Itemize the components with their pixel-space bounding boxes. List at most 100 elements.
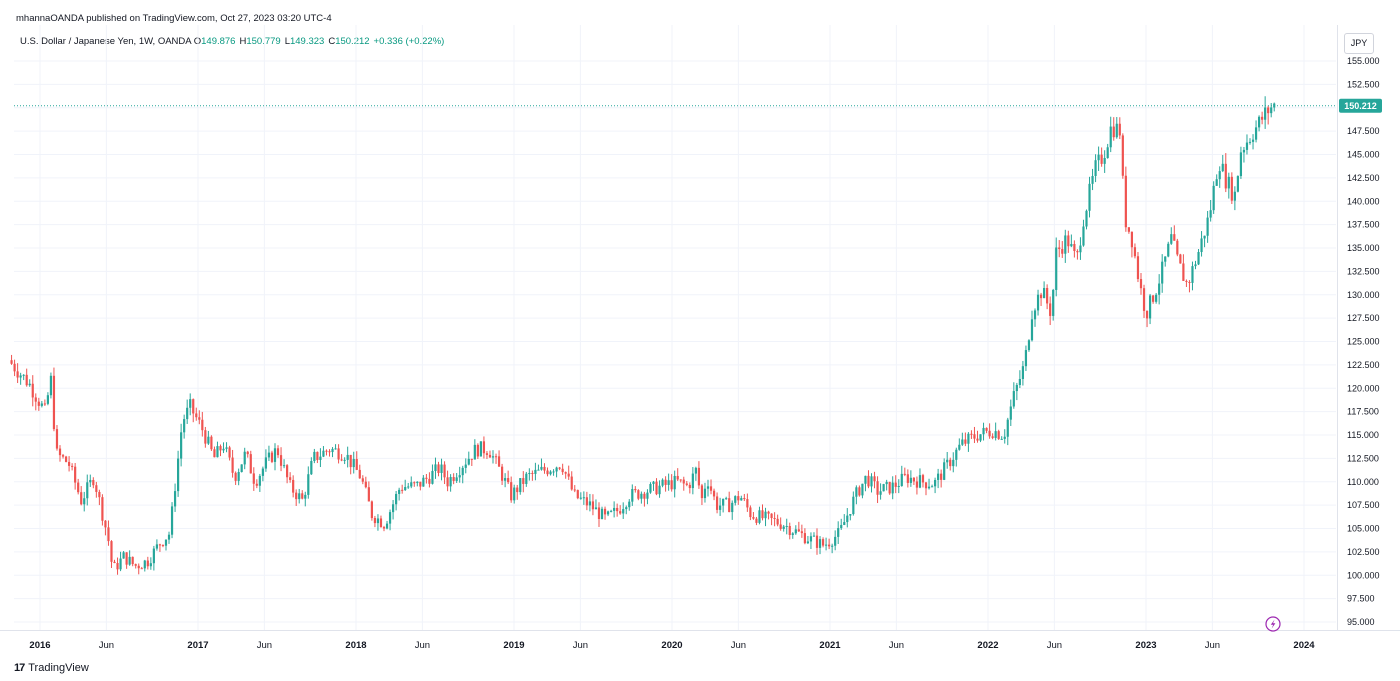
candle — [237, 468, 240, 486]
candle-body — [458, 475, 461, 478]
candle-body — [1200, 238, 1203, 253]
candle — [1212, 181, 1215, 214]
candle-body — [909, 477, 912, 483]
candle-body — [376, 518, 380, 524]
candle — [1061, 241, 1064, 258]
y-tick-label: 127.500 — [1347, 313, 1380, 323]
candle — [307, 466, 310, 499]
candle — [1112, 117, 1115, 141]
candle-body — [443, 464, 446, 478]
candle-body — [325, 450, 328, 452]
candle — [161, 544, 165, 548]
candle-body — [879, 491, 882, 495]
candle — [703, 482, 707, 503]
candle-body — [1142, 288, 1146, 311]
candle-body — [52, 375, 56, 430]
candle — [540, 458, 543, 471]
candle — [210, 435, 213, 451]
candle-body — [852, 496, 855, 515]
candle — [685, 481, 688, 487]
candle-body — [249, 454, 252, 474]
candle-body — [1148, 295, 1152, 319]
candle-body — [234, 472, 237, 481]
candle-body — [1261, 116, 1264, 120]
candle-body — [1115, 123, 1118, 138]
candle — [852, 491, 855, 516]
candle — [455, 472, 458, 483]
lightning-icon[interactable] — [1265, 616, 1281, 632]
candle — [1233, 186, 1236, 211]
low-value: 149.323 — [289, 36, 325, 47]
candle-body — [637, 490, 640, 499]
candle-body — [949, 459, 952, 467]
candle-body — [1088, 183, 1091, 211]
tradingview-brand[interactable]: 17 TradingView — [14, 662, 89, 674]
candle-body — [546, 470, 549, 475]
candle-body — [1118, 123, 1121, 136]
candle — [464, 458, 467, 474]
candle — [40, 400, 43, 408]
candle-body — [98, 491, 101, 498]
candle — [1055, 237, 1058, 297]
candle-body — [1012, 391, 1015, 407]
candle — [479, 441, 482, 457]
candle-body — [1167, 243, 1170, 257]
candle-body — [491, 456, 495, 458]
high-label: H — [239, 36, 247, 47]
candle-body — [779, 524, 782, 529]
candle-body — [885, 481, 888, 485]
candle — [861, 483, 864, 499]
candle-body — [776, 518, 779, 525]
candle — [104, 520, 107, 536]
candle-body — [873, 476, 876, 482]
candle-body — [119, 558, 122, 570]
candle — [364, 476, 367, 489]
candle — [192, 398, 195, 423]
candle — [943, 458, 946, 481]
candle-body — [791, 533, 794, 536]
candle-body — [1236, 176, 1239, 192]
candle-body — [849, 514, 852, 516]
candle — [1094, 154, 1097, 183]
candle-body — [1176, 240, 1179, 255]
candle-body — [531, 472, 534, 474]
candle-body — [304, 494, 307, 499]
candle — [1251, 134, 1255, 150]
symbol-label[interactable]: U.S. Dollar / Japanese Yen, 1W, OANDA — [20, 36, 192, 47]
candle — [1227, 172, 1230, 199]
candle — [98, 489, 101, 506]
candle-body — [1067, 235, 1070, 247]
candle — [385, 520, 389, 530]
candle-body — [349, 454, 352, 468]
candle — [828, 538, 831, 550]
candle-body — [976, 438, 979, 441]
candle — [740, 495, 743, 501]
candle — [173, 483, 177, 512]
candle-body — [915, 481, 919, 488]
candle-body — [767, 511, 770, 514]
currency-badge[interactable]: JPY — [1344, 33, 1374, 54]
candle — [301, 490, 304, 500]
candle-body — [1076, 250, 1079, 253]
candle — [906, 469, 909, 488]
candle — [482, 436, 486, 459]
candle-body — [679, 479, 682, 481]
candle — [183, 414, 186, 439]
candle-body — [703, 488, 707, 499]
candle — [767, 510, 770, 520]
candle — [1167, 241, 1170, 258]
candle — [107, 520, 110, 546]
candle — [543, 463, 546, 474]
candle-body — [507, 478, 510, 483]
candle — [246, 450, 249, 458]
candle-body — [398, 489, 401, 494]
candle-body — [597, 507, 601, 519]
candle — [449, 474, 452, 492]
candle — [1145, 310, 1149, 328]
candle-body — [92, 479, 95, 486]
candle — [1139, 273, 1143, 295]
candle-body — [649, 484, 652, 493]
candle-body — [479, 441, 482, 457]
candle — [1067, 230, 1070, 253]
